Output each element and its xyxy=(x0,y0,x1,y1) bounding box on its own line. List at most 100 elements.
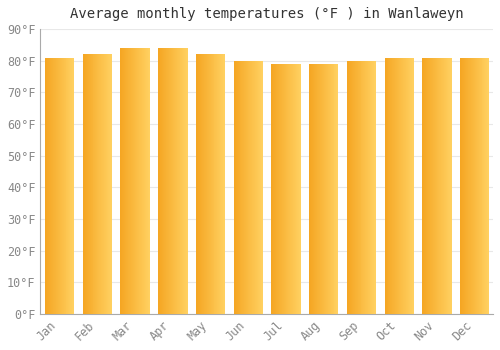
Bar xyxy=(56,57,58,314)
Bar xyxy=(441,57,442,314)
Bar xyxy=(324,64,325,314)
Bar xyxy=(48,57,49,314)
Bar xyxy=(105,54,106,314)
Bar xyxy=(311,64,312,314)
Bar xyxy=(364,61,366,314)
Bar xyxy=(262,61,263,314)
Bar xyxy=(272,64,274,314)
Bar xyxy=(324,64,326,314)
Bar xyxy=(147,48,148,314)
Bar xyxy=(201,54,202,314)
Bar xyxy=(315,64,316,314)
Bar xyxy=(141,48,142,314)
Bar xyxy=(291,64,292,314)
Bar xyxy=(139,48,140,314)
Bar xyxy=(286,64,287,314)
Bar xyxy=(246,61,248,314)
Bar xyxy=(472,57,473,314)
Bar xyxy=(111,54,112,314)
Bar xyxy=(482,57,484,314)
Bar xyxy=(46,57,47,314)
Bar xyxy=(196,54,197,314)
Bar xyxy=(279,64,280,314)
Bar xyxy=(174,48,175,314)
Bar xyxy=(461,57,462,314)
Bar xyxy=(317,64,318,314)
Bar xyxy=(176,48,177,314)
Bar xyxy=(102,54,104,314)
Bar xyxy=(372,61,373,314)
Bar xyxy=(411,57,412,314)
Bar xyxy=(140,48,141,314)
Bar xyxy=(171,48,172,314)
Bar xyxy=(143,48,144,314)
Bar xyxy=(55,57,56,314)
Bar xyxy=(468,57,469,314)
Bar xyxy=(146,48,147,314)
Bar xyxy=(410,57,411,314)
Bar xyxy=(260,61,261,314)
Bar xyxy=(198,54,199,314)
Bar xyxy=(404,57,405,314)
Bar xyxy=(276,64,278,314)
Bar xyxy=(374,61,375,314)
Bar xyxy=(424,57,426,314)
Bar xyxy=(298,64,299,314)
Bar xyxy=(133,48,134,314)
Bar xyxy=(467,57,468,314)
Bar xyxy=(309,64,338,314)
Bar xyxy=(352,61,353,314)
Bar xyxy=(64,57,66,314)
Bar xyxy=(161,48,162,314)
Bar xyxy=(298,64,300,314)
Bar xyxy=(352,61,354,314)
Bar xyxy=(272,64,299,314)
Bar xyxy=(253,61,254,314)
Bar xyxy=(104,54,105,314)
Bar xyxy=(107,54,108,314)
Bar xyxy=(384,57,413,314)
Bar xyxy=(170,48,171,314)
Bar xyxy=(56,57,57,314)
Bar xyxy=(350,61,351,314)
Bar xyxy=(368,61,370,314)
Bar xyxy=(439,57,440,314)
Bar xyxy=(145,48,146,314)
Bar xyxy=(169,48,170,314)
Bar xyxy=(244,61,246,314)
Bar xyxy=(428,57,429,314)
Bar xyxy=(399,57,400,314)
Bar xyxy=(90,54,92,314)
Bar xyxy=(390,57,392,314)
Bar xyxy=(251,61,252,314)
Bar xyxy=(313,64,314,314)
Bar xyxy=(45,57,74,314)
Bar xyxy=(135,48,136,314)
Bar xyxy=(427,57,428,314)
Bar xyxy=(60,57,62,314)
Bar xyxy=(208,54,210,314)
Bar xyxy=(422,57,450,314)
Bar xyxy=(214,54,216,314)
Bar xyxy=(68,57,70,314)
Bar xyxy=(406,57,407,314)
Bar xyxy=(88,54,90,314)
Bar xyxy=(460,57,461,314)
Bar xyxy=(309,64,310,314)
Bar xyxy=(402,57,403,314)
Bar xyxy=(486,57,488,314)
Bar xyxy=(375,61,376,314)
Bar xyxy=(426,57,427,314)
Bar xyxy=(49,57,50,314)
Bar xyxy=(206,54,208,314)
Bar xyxy=(120,48,149,314)
Bar xyxy=(134,48,135,314)
Bar xyxy=(62,57,64,314)
Bar xyxy=(413,57,414,314)
Bar xyxy=(386,57,388,314)
Bar xyxy=(463,57,464,314)
Bar xyxy=(142,48,143,314)
Bar xyxy=(248,61,250,314)
Bar xyxy=(100,54,102,314)
Bar xyxy=(216,54,218,314)
